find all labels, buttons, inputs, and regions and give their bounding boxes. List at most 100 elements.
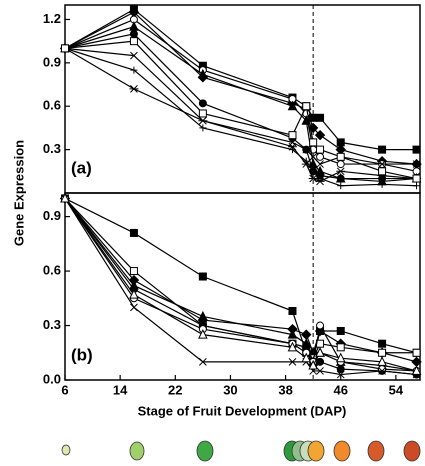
plot-frame xyxy=(64,4,421,194)
marker xyxy=(316,321,325,330)
marker xyxy=(316,145,325,154)
marker xyxy=(129,29,138,38)
series-line xyxy=(64,198,417,372)
marker xyxy=(315,347,325,357)
y-tick-label: 1.2 xyxy=(43,11,61,26)
marker xyxy=(314,129,326,141)
marker xyxy=(301,352,312,363)
y-tick-label: 0.0 xyxy=(43,371,61,386)
marker xyxy=(288,307,297,316)
marker xyxy=(308,174,318,183)
marker xyxy=(129,21,139,31)
marker xyxy=(336,160,345,169)
marker xyxy=(336,174,345,183)
x-tick-label: 30 xyxy=(223,382,237,397)
series-line xyxy=(64,197,417,360)
marker xyxy=(198,328,208,339)
marker xyxy=(130,66,138,74)
series-line xyxy=(64,47,417,165)
marker xyxy=(309,167,317,175)
marker xyxy=(287,328,298,339)
x-tick-label: 6 xyxy=(61,382,68,397)
x-tick-label: 14 xyxy=(113,382,128,397)
marker xyxy=(61,44,69,53)
y-tick-label: 0.9 xyxy=(43,54,61,69)
series-line xyxy=(64,40,417,180)
marker xyxy=(129,37,138,46)
marker xyxy=(411,365,422,375)
marker xyxy=(198,99,207,108)
marker xyxy=(198,116,208,125)
plot-frame xyxy=(64,192,421,381)
marker xyxy=(287,341,298,352)
marker xyxy=(129,85,139,93)
series-line xyxy=(64,198,417,376)
marker xyxy=(130,303,138,312)
marker xyxy=(308,359,318,370)
marker xyxy=(316,160,324,168)
y-tick-label: 0.3 xyxy=(43,317,61,332)
x-tick-label: 22 xyxy=(168,382,182,397)
marker xyxy=(315,177,325,186)
marker xyxy=(336,167,346,176)
marker xyxy=(199,357,207,366)
marker xyxy=(60,192,70,203)
marker xyxy=(309,152,318,161)
marker xyxy=(301,115,312,125)
marker xyxy=(335,352,346,363)
marker xyxy=(129,228,138,237)
marker xyxy=(198,310,208,321)
marker xyxy=(378,180,386,188)
series-line xyxy=(64,198,417,360)
series-line xyxy=(64,33,417,180)
panel-label: (b) xyxy=(71,345,93,364)
marker xyxy=(413,182,421,190)
marker xyxy=(378,145,387,154)
marker xyxy=(378,167,387,176)
x-axis-label: Stage of Fruit Development (DAP) xyxy=(138,403,347,418)
marker xyxy=(198,109,207,118)
marker xyxy=(129,289,139,299)
y-tick-label: 0.9 xyxy=(43,208,61,223)
marker xyxy=(198,68,208,79)
marker xyxy=(288,357,297,366)
marker xyxy=(287,100,298,111)
marker xyxy=(378,367,386,375)
marker xyxy=(377,356,387,366)
series-line xyxy=(64,26,417,183)
y-tick-label: 0.6 xyxy=(43,263,61,278)
series-line xyxy=(64,18,417,172)
marker xyxy=(199,124,207,132)
x-tick-label: 46 xyxy=(333,382,347,397)
marker xyxy=(336,152,345,161)
marker xyxy=(198,272,207,281)
marker xyxy=(336,370,345,379)
marker xyxy=(337,182,345,190)
marker xyxy=(316,367,324,375)
marker xyxy=(130,51,138,60)
marker xyxy=(412,160,421,168)
marker xyxy=(302,102,311,111)
series-line xyxy=(64,198,417,363)
marker xyxy=(301,160,311,168)
y-axis-label: Gene Expression xyxy=(11,140,26,246)
y-tick-label: 0.3 xyxy=(43,141,61,156)
panel-label: (a) xyxy=(71,158,92,177)
fruit-icons xyxy=(61,440,421,462)
series-line xyxy=(64,47,417,183)
marker xyxy=(378,348,387,357)
marker xyxy=(412,348,421,357)
marker xyxy=(316,152,325,161)
marker xyxy=(301,329,312,340)
series-line xyxy=(64,47,417,187)
marker xyxy=(309,138,318,147)
marker xyxy=(412,174,421,183)
marker xyxy=(287,142,297,151)
marker xyxy=(336,326,345,335)
marker xyxy=(412,145,421,154)
y-tick-label: 0.6 xyxy=(43,98,61,113)
marker xyxy=(336,343,345,352)
marker xyxy=(129,267,138,276)
marker xyxy=(316,113,325,122)
